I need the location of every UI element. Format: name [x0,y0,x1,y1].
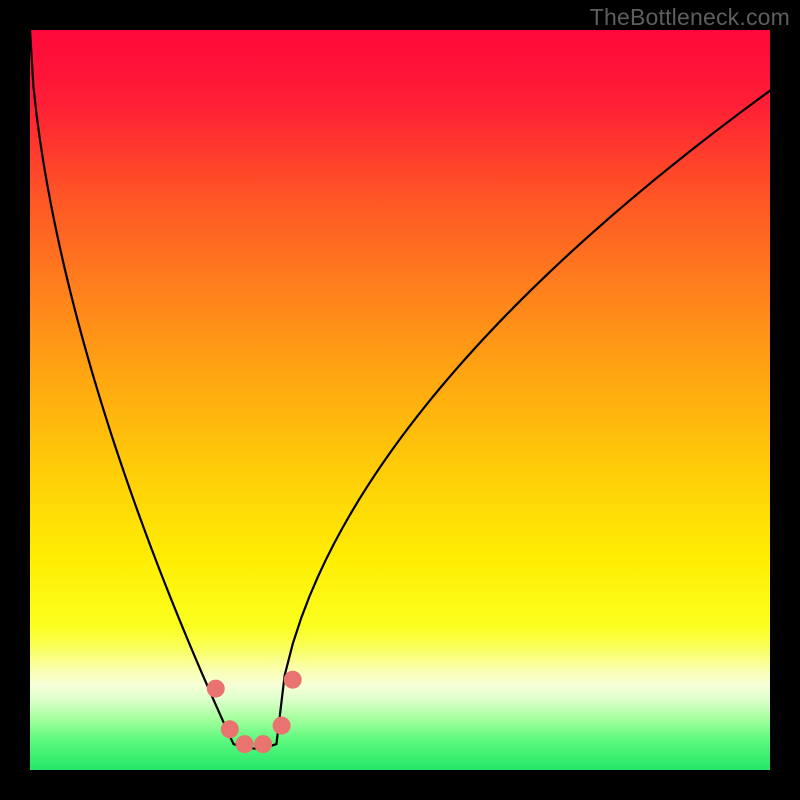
data-marker [207,680,225,698]
data-marker [254,735,272,753]
data-marker [284,671,302,689]
gradient-background [30,30,770,770]
data-marker [221,720,239,738]
bottleneck-chart [0,0,800,800]
chart-root: TheBottleneck.com [0,0,800,800]
watermark-text: TheBottleneck.com [590,4,790,31]
data-marker [273,717,291,735]
data-marker [236,735,254,753]
